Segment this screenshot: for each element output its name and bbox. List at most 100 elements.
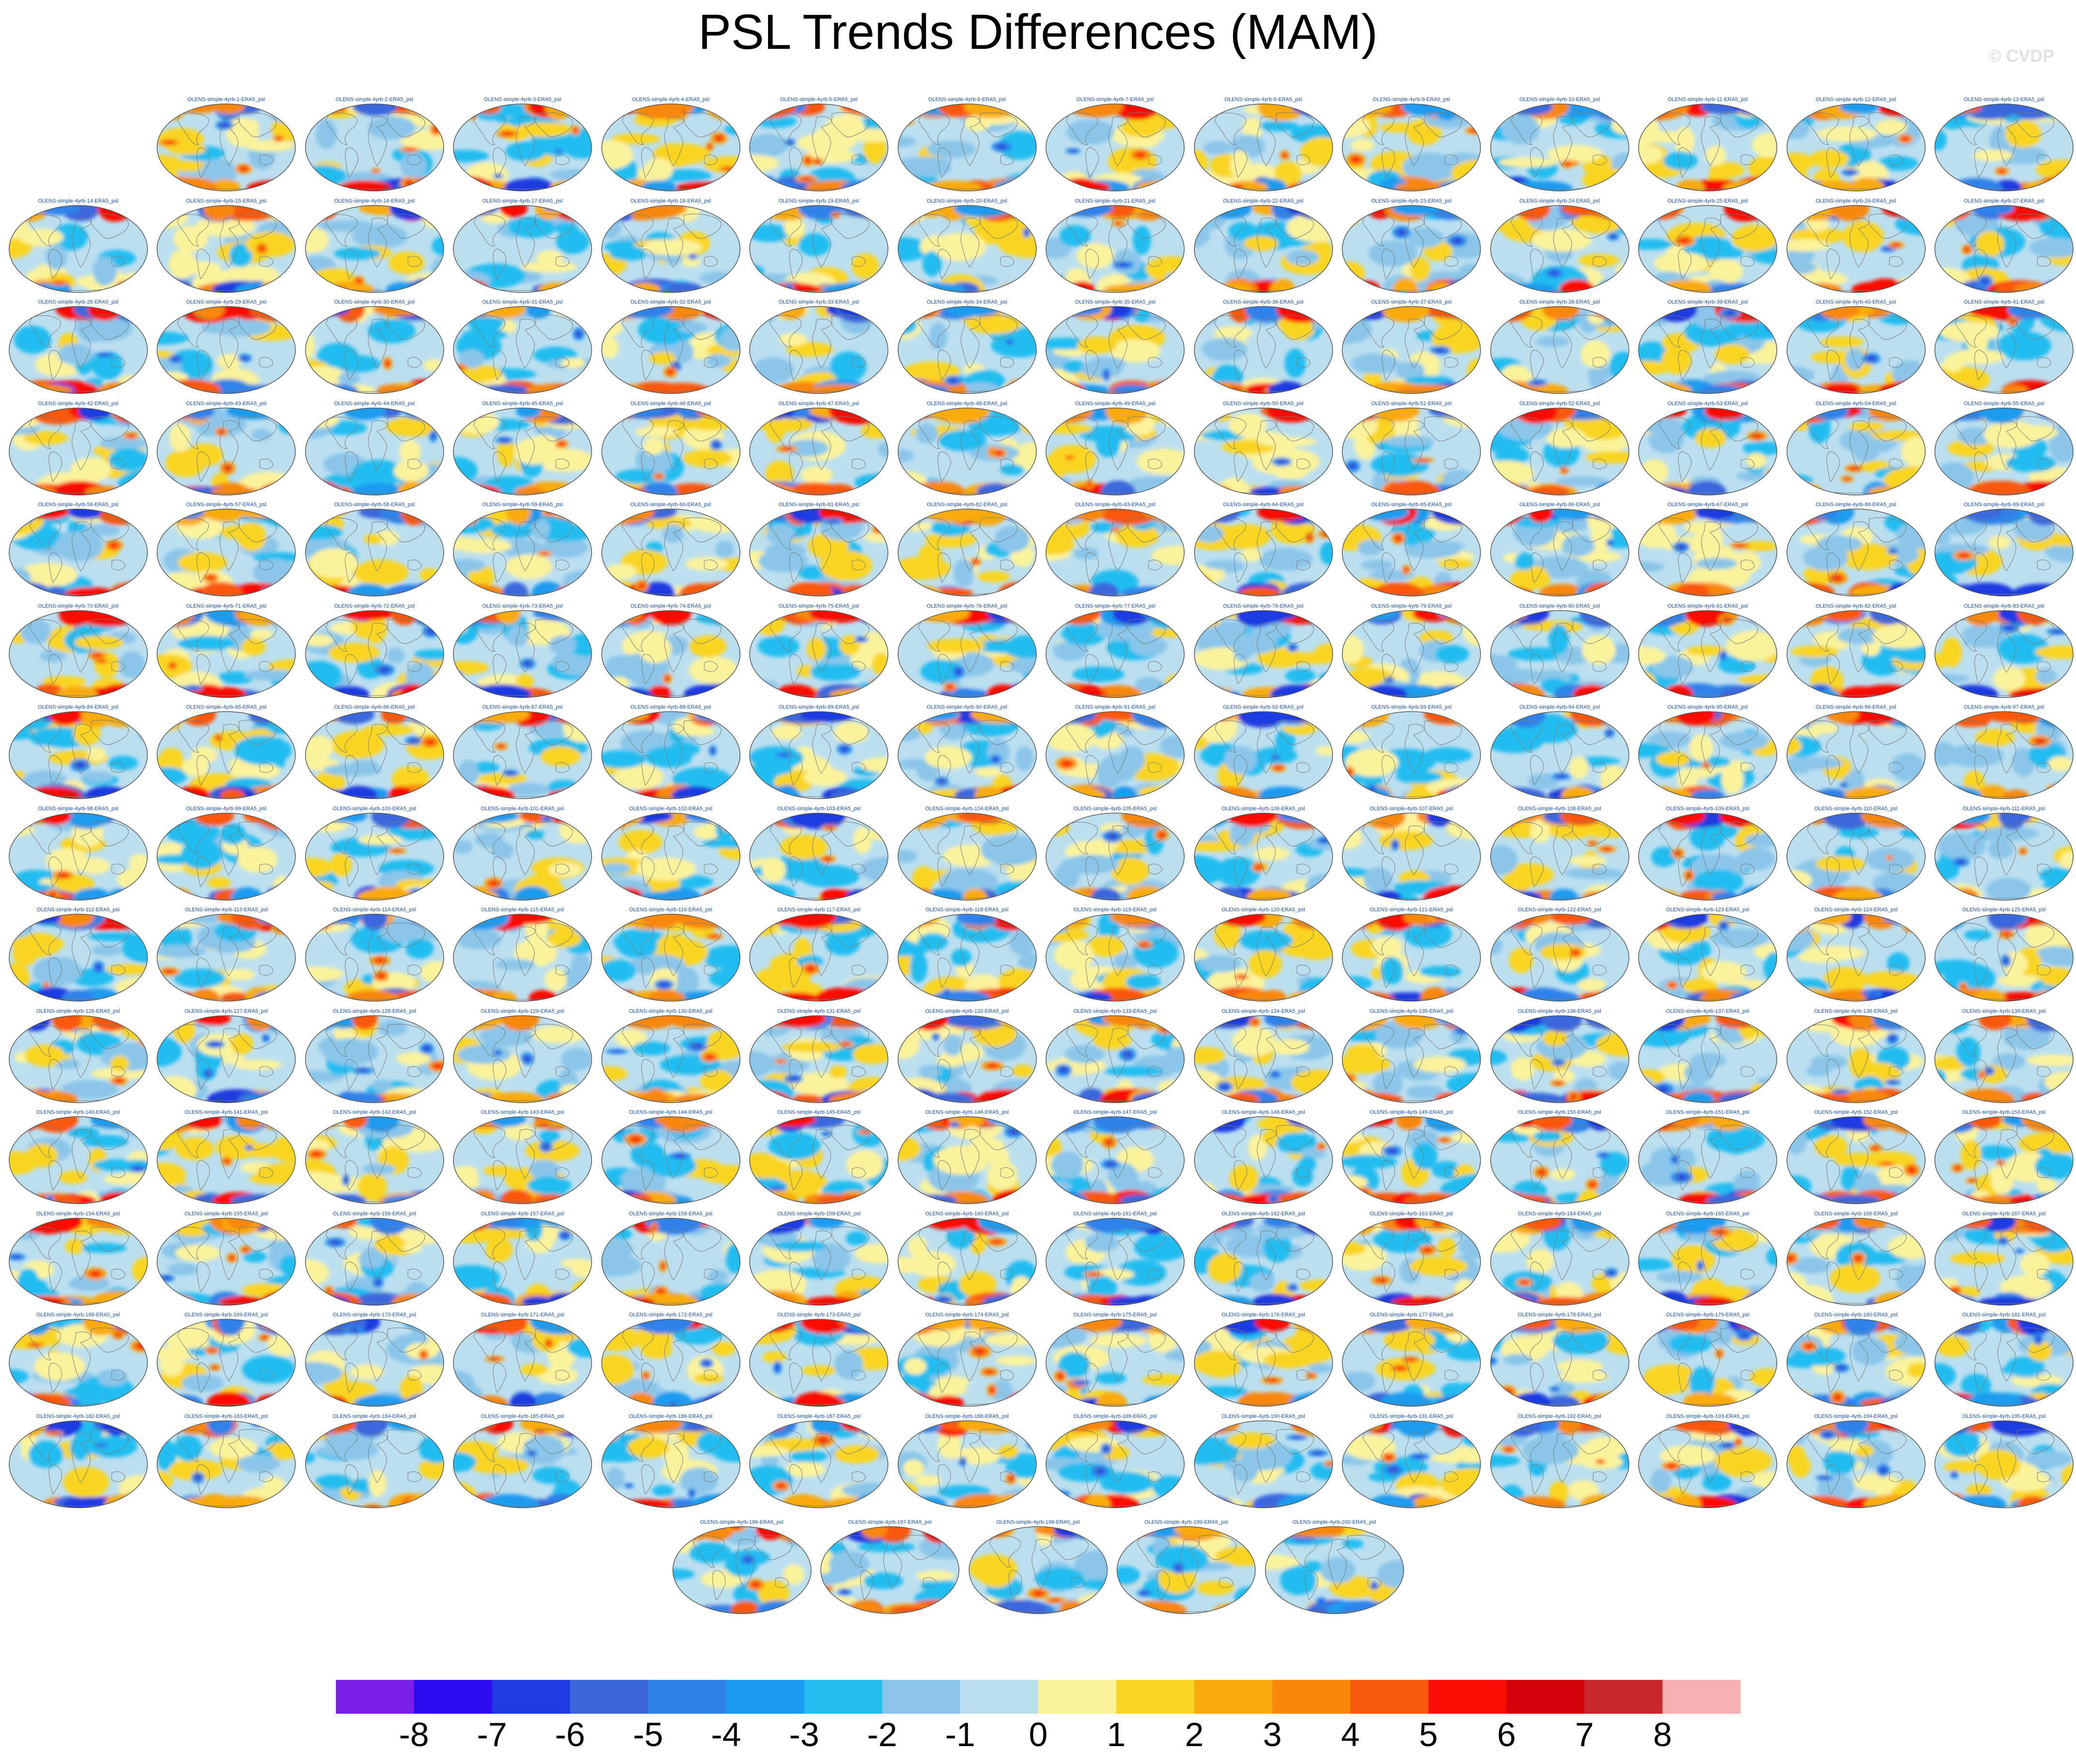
panel-label: OLENS-simple-4yrb-137-ERA5_psl <box>1666 1008 1750 1014</box>
global-map <box>157 103 296 191</box>
panel-label: OLENS-simple-4yrb-182-ERA5_psl <box>36 1413 120 1419</box>
map-panel: OLENS-simple-4yrb-98-ERA5_psl <box>8 806 148 902</box>
panel-label: OLENS-simple-4yrb-87-ERA5_psl <box>482 704 563 710</box>
map-panel: OLENS-simple-4yrb-159-ERA5_psl <box>749 1211 889 1307</box>
global-map <box>897 711 1037 799</box>
panel-label: OLENS-simple-4yrb-153-ERA5_psl <box>1962 1109 2046 1115</box>
panel-label: OLENS-simple-4yrb-185-ERA5_psl <box>480 1413 565 1419</box>
cvdp-watermark: © CVDP <box>1988 46 2054 66</box>
panel-label: OLENS-simple-4yrb-48-ERA5_psl <box>927 400 1007 407</box>
panel-label: OLENS-simple-4yrb-188-ERA5_psl <box>925 1413 1009 1419</box>
map-panel: OLENS-simple-4yrb-95-ERA5_psl <box>1638 704 1778 800</box>
panel-label: OLENS-simple-4yrb-56-ERA5_psl <box>38 502 118 508</box>
panel-label: OLENS-simple-4yrb-17-ERA5_psl <box>482 198 563 204</box>
panel-label: OLENS-simple-4yrb-111-ERA5_psl <box>1962 805 2046 812</box>
map-panel: OLENS-simple-4yrb-151-ERA5_psl <box>1638 1109 1778 1205</box>
global-map <box>897 1217 1037 1306</box>
global-map <box>1786 812 1926 901</box>
panel-label: OLENS-simple-4yrb-171-ERA5_psl <box>480 1312 565 1318</box>
map-panel: OLENS-simple-4yrb-84-ERA5_psl <box>8 704 148 800</box>
global-map <box>1934 1420 2074 1508</box>
global-map <box>157 711 296 799</box>
map-panel: OLENS-simple-4yrb-28-ERA5_psl <box>8 299 148 395</box>
panel-label: OLENS-simple-4yrb-151-ERA5_psl <box>1666 1109 1750 1115</box>
panel-label: OLENS-simple-4yrb-103-ERA5_psl <box>777 805 861 812</box>
panel-label: OLENS-simple-4yrb-146-ERA5_psl <box>925 1109 1009 1115</box>
global-map <box>1342 1319 1481 1407</box>
global-map <box>1786 1217 1926 1306</box>
global-map <box>1786 711 1926 799</box>
map-panel: OLENS-simple-4yrb-156-ERA5_psl <box>305 1211 445 1307</box>
global-map <box>1638 306 1777 394</box>
map-panel: OLENS-simple-4yrb-152-ERA5_psl <box>1786 1109 1926 1205</box>
global-map <box>157 812 296 901</box>
global-map <box>897 509 1037 597</box>
global-map <box>1934 103 2074 191</box>
panel-label: OLENS-simple-4yrb-12-ERA5_psl <box>1815 97 1896 102</box>
map-panel: OLENS-simple-4yrb-153-ERA5_psl <box>1934 1109 2074 1205</box>
map-panel: OLENS-simple-4yrb-164-ERA5_psl <box>1490 1211 1630 1307</box>
global-map <box>1193 103 1333 191</box>
global-map <box>8 1015 148 1103</box>
map-panel: OLENS-simple-4yrb-138-ERA5_psl <box>1786 1008 1926 1104</box>
map-panel: OLENS-simple-4yrb-167-ERA5_psl <box>1934 1211 2074 1307</box>
panel-label: OLENS-simple-4yrb-127-ERA5_psl <box>184 1008 268 1014</box>
panel-label: OLENS-simple-4yrb-175-ERA5_psl <box>1073 1312 1157 1318</box>
global-map <box>1045 1319 1185 1407</box>
global-map <box>1342 509 1481 597</box>
panel-label: OLENS-simple-4yrb-6-ERA5_psl <box>928 97 1006 102</box>
map-panel: OLENS-simple-4yrb-132-ERA5_psl <box>897 1008 1037 1104</box>
global-map <box>157 1319 296 1407</box>
map-panel: OLENS-simple-4yrb-103-ERA5_psl <box>749 806 889 902</box>
panel-label: OLENS-simple-4yrb-59-ERA5_psl <box>482 502 563 508</box>
panel-label: OLENS-simple-4yrb-195-ERA5_psl <box>1962 1413 2046 1419</box>
global-map <box>1342 610 1481 698</box>
global-map <box>1264 1526 1404 1614</box>
map-panel: OLENS-simple-4yrb-61-ERA5_psl <box>749 502 889 598</box>
map-panel: OLENS-simple-4yrb-154-ERA5_psl <box>8 1211 148 1307</box>
map-panel: OLENS-simple-4yrb-31-ERA5_psl <box>452 299 593 395</box>
map-panel: OLENS-simple-4yrb-79-ERA5_psl <box>1341 603 1481 699</box>
colorbar-swatch <box>648 1680 726 1714</box>
global-map <box>305 610 444 698</box>
panel-label: OLENS-simple-4yrb-77-ERA5_psl <box>1074 603 1156 609</box>
global-map <box>1193 306 1333 394</box>
global-map <box>8 407 148 496</box>
panel-label: OLENS-simple-4yrb-55-ERA5_psl <box>1963 400 2045 407</box>
panel-label: OLENS-simple-4yrb-44-ERA5_psl <box>334 400 415 407</box>
map-panel: OLENS-simple-4yrb-59-ERA5_psl <box>452 502 593 598</box>
panel-label: OLENS-simple-4yrb-91-ERA5_psl <box>1074 704 1156 710</box>
global-map <box>8 1116 148 1204</box>
global-map <box>1638 509 1777 597</box>
global-map <box>1490 914 1629 1002</box>
panel-label: OLENS-simple-4yrb-118-ERA5_psl <box>925 907 1009 913</box>
panel-label: OLENS-simple-4yrb-173-ERA5_psl <box>777 1312 861 1318</box>
colorbar-tick-label: -5 <box>633 1716 663 1753</box>
panel-label: OLENS-simple-4yrb-121-ERA5_psl <box>1369 907 1453 913</box>
map-panel: OLENS-simple-4yrb-86-ERA5_psl <box>305 704 445 800</box>
global-map <box>1934 306 2074 394</box>
global-map <box>1934 914 2074 1002</box>
panel-label: OLENS-simple-4yrb-198-ERA5_psl <box>996 1519 1080 1525</box>
map-panel: OLENS-simple-4yrb-68-ERA5_psl <box>1786 502 1926 598</box>
global-map <box>1638 407 1777 496</box>
global-map <box>1786 1015 1926 1103</box>
colorbar-tick-label: 1 <box>1106 1716 1126 1753</box>
colorbar-swatch <box>960 1680 1039 1714</box>
panel-label: OLENS-simple-4yrb-84-ERA5_psl <box>38 704 118 710</box>
map-panel: OLENS-simple-4yrb-39-ERA5_psl <box>1638 299 1778 395</box>
map-panel: OLENS-simple-4yrb-141-ERA5_psl <box>156 1109 296 1205</box>
panel-label: OLENS-simple-4yrb-166-ERA5_psl <box>1814 1210 1898 1217</box>
panel-label: OLENS-simple-4yrb-180-ERA5_psl <box>1814 1312 1898 1318</box>
global-map <box>749 711 888 799</box>
global-map <box>305 711 444 799</box>
panel-label: OLENS-simple-4yrb-68-ERA5_psl <box>1815 502 1896 508</box>
map-panel: OLENS-simple-4yrb-169-ERA5_psl <box>156 1312 296 1408</box>
colorbar-swatch <box>492 1680 570 1714</box>
colorbar-tick-label: 6 <box>1497 1716 1516 1753</box>
map-panel: OLENS-simple-4yrb-52-ERA5_psl <box>1490 401 1630 496</box>
map-panel: OLENS-simple-4yrb-4-ERA5_psl <box>601 97 741 192</box>
global-map <box>601 204 740 293</box>
panel-label: OLENS-simple-4yrb-65-ERA5_psl <box>1371 502 1452 508</box>
global-map <box>453 1319 592 1407</box>
